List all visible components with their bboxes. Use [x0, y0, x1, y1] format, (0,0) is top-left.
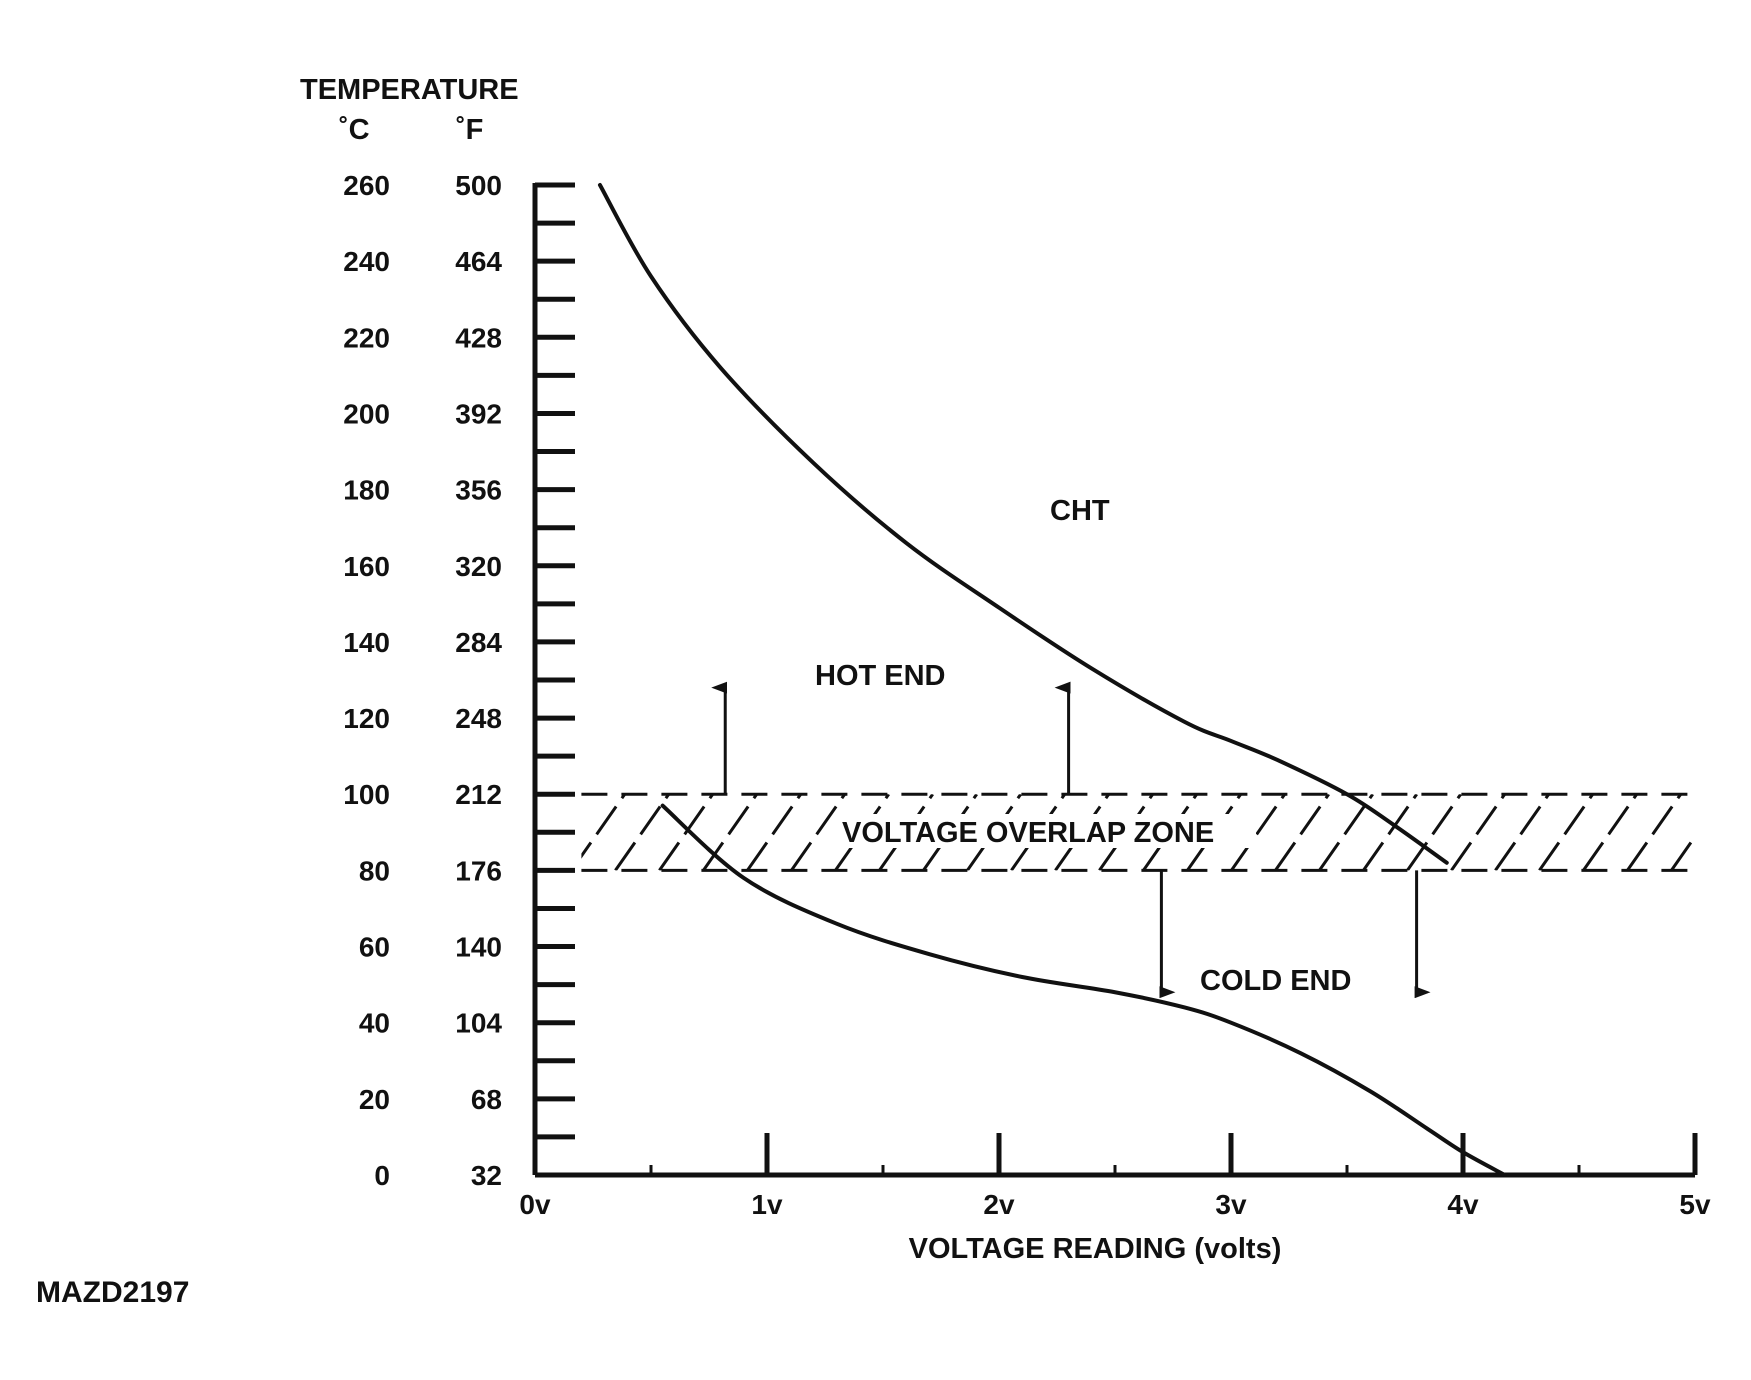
y-tick-label-fahrenheit: 176 [455, 855, 502, 886]
overlap-zone-label-bg [836, 814, 1256, 848]
y-unit-fahrenheit: ˚F [456, 114, 483, 146]
y-tick-label-celsius: 200 [343, 398, 390, 429]
y-tick-label-fahrenheit: 212 [455, 779, 502, 810]
hatch-line [1274, 794, 1330, 871]
hatch-line [1715, 794, 1751, 870]
hatch-line [1362, 794, 1418, 871]
y-tick-label-fahrenheit: 356 [455, 475, 502, 506]
hot-end-label: HOT END [815, 660, 946, 692]
y-tick-label-celsius: 180 [343, 475, 390, 506]
x-tick-label: 2v [983, 1189, 1015, 1220]
y-tick-labels: 0 32 20 68 40 104 60 140 80 176 100 212 120 248 140 284… [343, 170, 502, 1191]
direction-arrows [711, 681, 1431, 999]
hatch-line [746, 794, 802, 871]
hatch-line [581, 794, 626, 859]
y-tick-label-celsius: 260 [343, 170, 390, 201]
x-tick-label: 1v [751, 1189, 783, 1220]
y-tick-label-fahrenheit: 320 [455, 551, 502, 582]
y-tick-label-fahrenheit: 392 [455, 398, 502, 429]
y-tick-label-celsius: 0 [374, 1160, 390, 1191]
cold-end-curve [660, 803, 1507, 1177]
x-axis-title: VOLTAGE READING (volts) [909, 1233, 1282, 1265]
hatch-line [614, 794, 670, 871]
y-tick-label-fahrenheit: 428 [455, 322, 502, 353]
figure-id: MAZD2197 [36, 1276, 190, 1309]
y-tick-label-fahrenheit: 284 [455, 627, 502, 658]
x-tick-label: 0v [519, 1189, 551, 1220]
hatch-line [1406, 794, 1462, 871]
hatch-line [1230, 794, 1286, 871]
hot-end-curve [597, 183, 1449, 865]
y-tick-label-celsius: 240 [343, 246, 390, 277]
y-tick-label-fahrenheit: 68 [471, 1084, 502, 1115]
axes [532, 182, 1698, 1178]
hatch-line [1582, 794, 1638, 871]
y-unit-celsius: ˚C [339, 114, 370, 146]
y-axis-title: TEMPERATURE [300, 74, 519, 106]
overlap-zone-label: VOLTAGE OVERLAP ZONE [842, 817, 1214, 849]
hatch-line [1670, 834, 1695, 871]
y-tick-label-fahrenheit: 500 [455, 170, 502, 201]
hatch-line [790, 794, 846, 871]
series-lines [597, 183, 1507, 1177]
x-tick-label: 3v [1215, 1189, 1247, 1220]
cold-end-label: COLD END [1200, 965, 1351, 997]
y-tick-label-celsius: 220 [343, 322, 390, 353]
y-tick-label-fahrenheit: 464 [455, 246, 502, 277]
hatch-line [1538, 794, 1594, 871]
y-tick-label-celsius: 20 [359, 1084, 390, 1115]
hatch-line [702, 794, 758, 871]
x-tick-label: 5v [1679, 1189, 1711, 1220]
y-tick-label-celsius: 40 [359, 1008, 390, 1039]
y-tick-label-celsius: 100 [343, 779, 390, 810]
cht-label: CHT [1050, 495, 1110, 527]
hatch-line [1626, 794, 1682, 871]
hatch-line [1450, 794, 1506, 871]
y-tick-label-fahrenheit: 140 [455, 932, 502, 963]
hatch-line [658, 794, 714, 871]
x-tick-label: 4v [1447, 1189, 1479, 1220]
hatch-line [1494, 794, 1550, 871]
y-tick-label-fahrenheit: 104 [455, 1008, 502, 1039]
y-tick-label-celsius: 140 [343, 627, 390, 658]
x-tick-labels: 0v 1v 2v 3v 4v 5v [519, 1189, 1711, 1220]
hatch-line [1318, 794, 1374, 871]
y-tick-label-celsius: 160 [343, 551, 390, 582]
y-tick-label-celsius: 60 [359, 932, 390, 963]
y-tick-label-celsius: 80 [359, 855, 390, 886]
y-tick-label-celsius: 120 [343, 703, 390, 734]
y-tick-label-fahrenheit: 32 [471, 1160, 502, 1191]
y-tick-label-fahrenheit: 248 [455, 703, 502, 734]
